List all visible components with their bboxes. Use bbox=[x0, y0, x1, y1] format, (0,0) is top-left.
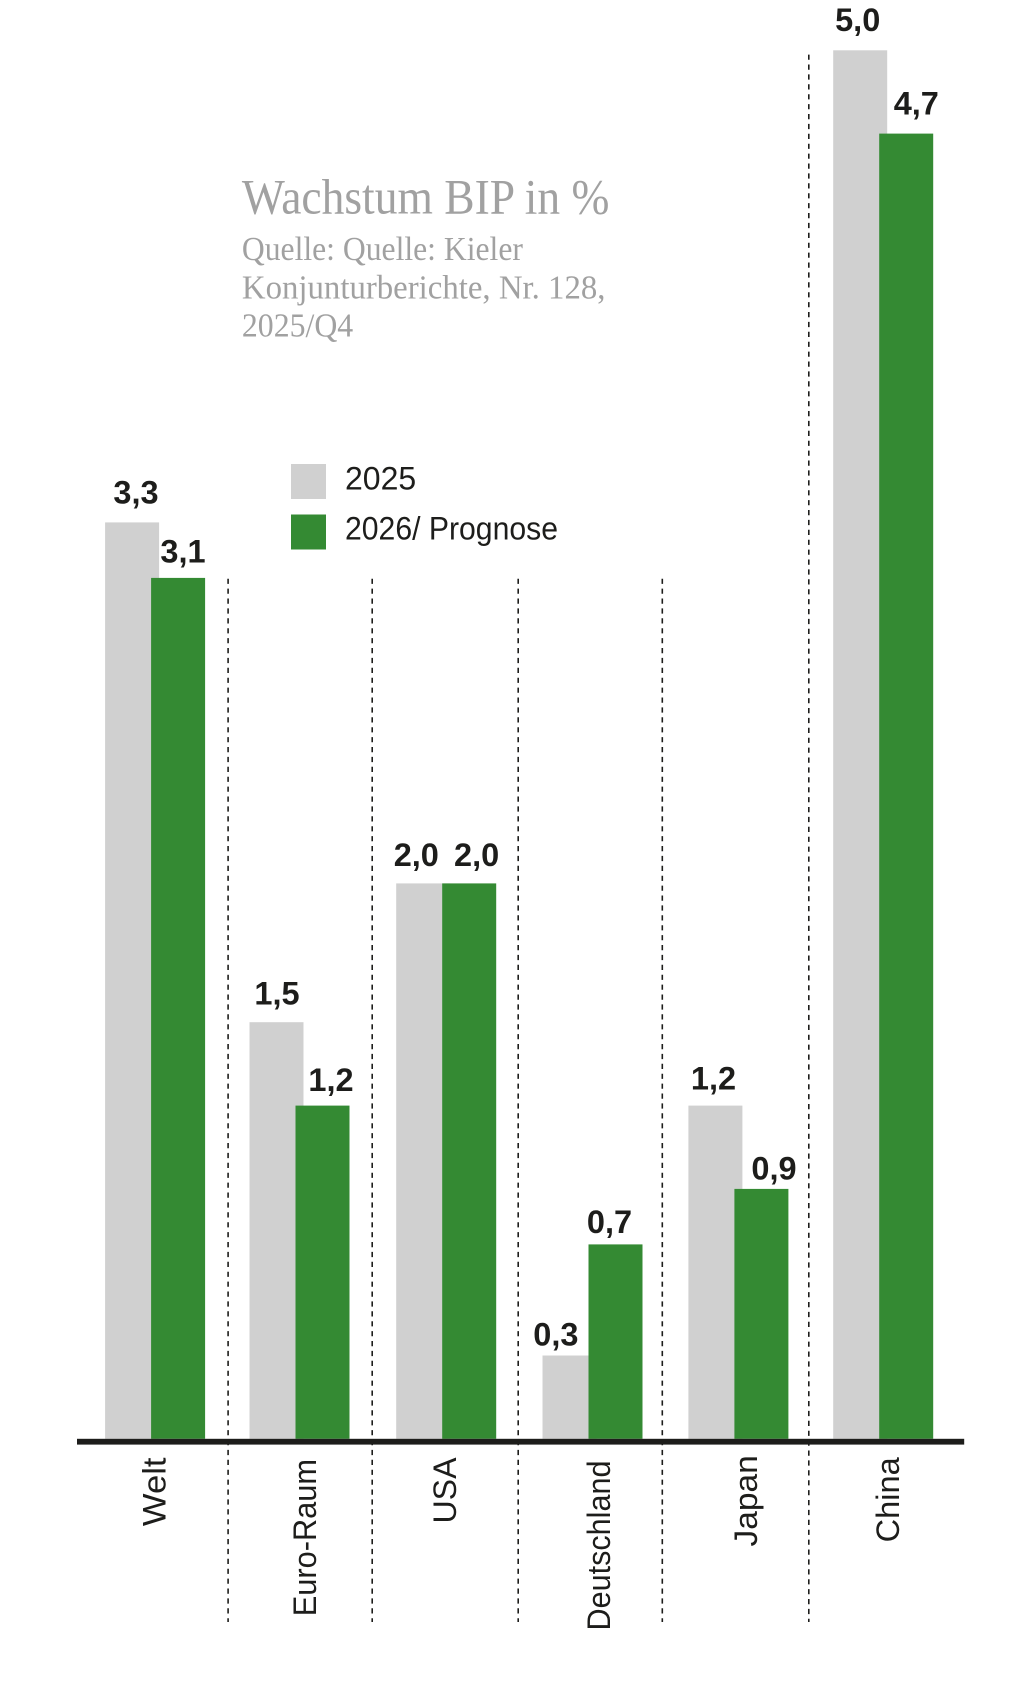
svg-text:Welt: Welt bbox=[136, 1457, 172, 1526]
svg-text:Konjunturberichte, Nr. 128,: Konjunturberichte, Nr. 128, bbox=[242, 269, 606, 306]
svg-text:2025/Q4: 2025/Q4 bbox=[242, 307, 353, 344]
svg-text:China: China bbox=[870, 1457, 906, 1542]
svg-text:3,1: 3,1 bbox=[160, 533, 205, 569]
svg-text:Euro-Raum: Euro-Raum bbox=[287, 1459, 323, 1616]
svg-text:Japan: Japan bbox=[728, 1455, 764, 1546]
svg-text:0,9: 0,9 bbox=[751, 1151, 796, 1187]
svg-text:1,2: 1,2 bbox=[308, 1062, 353, 1098]
svg-text:Deutschland: Deutschland bbox=[581, 1461, 617, 1631]
svg-text:1,2: 1,2 bbox=[691, 1061, 736, 1097]
svg-text:5,0: 5,0 bbox=[835, 2, 880, 38]
svg-text:0,7: 0,7 bbox=[587, 1204, 632, 1240]
svg-text:USA: USA bbox=[427, 1457, 463, 1524]
svg-text:1,5: 1,5 bbox=[254, 976, 299, 1012]
svg-text:0,3: 0,3 bbox=[533, 1317, 578, 1353]
svg-text:2,0: 2,0 bbox=[454, 837, 499, 873]
svg-text:Quelle: Quelle: Kieler: Quelle: Quelle: Kieler bbox=[242, 231, 524, 268]
svg-text:2,0: 2,0 bbox=[394, 837, 439, 873]
svg-text:3,3: 3,3 bbox=[113, 475, 158, 511]
svg-text:4,7: 4,7 bbox=[894, 86, 939, 122]
svg-text:2025: 2025 bbox=[345, 461, 416, 497]
svg-text:Wachstum BIP in %: Wachstum BIP in % bbox=[242, 169, 610, 225]
svg-text:2026/ Prognose: 2026/ Prognose bbox=[345, 511, 558, 547]
